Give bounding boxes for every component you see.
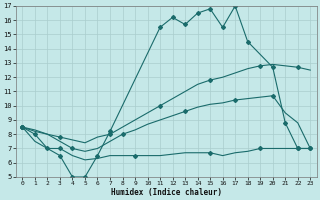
X-axis label: Humidex (Indice chaleur): Humidex (Indice chaleur) <box>111 188 222 197</box>
